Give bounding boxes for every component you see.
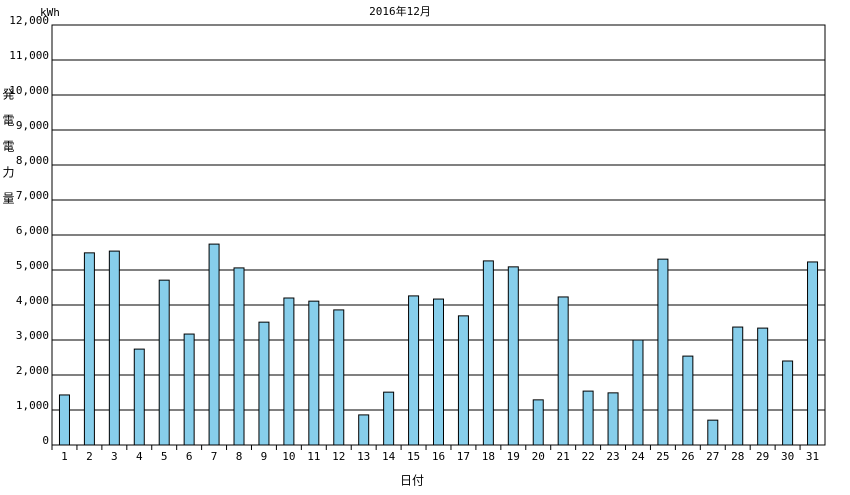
x-tick-label: 17 (457, 450, 470, 463)
bar (632, 339, 644, 446)
x-tick-label: 20 (532, 450, 545, 463)
x-tick-label: 21 (557, 450, 570, 463)
bar (433, 298, 444, 446)
bar (607, 392, 619, 446)
bar (83, 252, 95, 446)
x-tick-label: 6 (186, 450, 193, 463)
x-tick-label: 9 (261, 450, 268, 463)
x-tick-label: 30 (781, 450, 794, 463)
y-axis-label: 発電電力量 (1, 88, 15, 218)
x-tick-label: 29 (756, 450, 769, 463)
y-tick-label: 3,000 (16, 329, 49, 342)
unit-label: kWh (40, 6, 60, 19)
x-axis-label: 日付 (400, 474, 424, 488)
y-tick-label: 12,000 (9, 14, 49, 27)
x-tick-label: 8 (236, 450, 243, 463)
x-tick-label: 10 (282, 450, 295, 463)
bar (532, 399, 544, 446)
y-tick-label: 0 (42, 434, 49, 447)
x-tick-label: 18 (482, 450, 495, 463)
bar (507, 266, 519, 446)
bar (732, 326, 744, 446)
bar (308, 300, 320, 446)
x-tick-label: 16 (432, 450, 445, 463)
y-tick-label: 7,000 (16, 189, 49, 202)
y-tick-label: 10,000 (9, 84, 49, 97)
bar (657, 258, 669, 446)
x-tick-label: 7 (211, 450, 218, 463)
y-tick-label: 4,000 (16, 294, 49, 307)
bar (158, 279, 170, 446)
bar (757, 327, 769, 446)
y-tick-label: 6,000 (16, 224, 49, 237)
x-tick-label: 28 (731, 450, 744, 463)
x-tick-label: 4 (136, 450, 143, 463)
x-tick-label: 3 (111, 450, 118, 463)
x-tick-label: 27 (706, 450, 719, 463)
bar (183, 333, 195, 446)
x-tick-label: 14 (382, 450, 396, 463)
bar (283, 297, 295, 446)
y-tick-label: 5,000 (16, 259, 49, 272)
x-tick-label: 24 (631, 450, 645, 463)
x-tick-label: 19 (507, 450, 520, 463)
x-tick-label: 1 (61, 450, 68, 463)
bar (233, 267, 245, 446)
bar (557, 296, 569, 446)
bar (133, 348, 145, 446)
bar (258, 321, 270, 446)
y-tick-label: 11,000 (9, 49, 49, 62)
x-tick-label: 2 (86, 450, 93, 463)
bar (58, 394, 70, 446)
x-tick-label: 31 (806, 450, 819, 463)
bar (782, 360, 794, 446)
x-tick-label: 26 (681, 450, 694, 463)
x-tick-label: 23 (606, 450, 619, 463)
bar (457, 315, 469, 446)
chart-title: 2016年12月 (369, 4, 431, 18)
bar (408, 295, 420, 446)
x-tick-label: 13 (357, 450, 370, 463)
bar (807, 261, 819, 446)
y-tick-label: 8,000 (16, 154, 49, 167)
bar (582, 390, 594, 446)
x-tick-label: 5 (161, 450, 168, 463)
bar (333, 309, 345, 446)
bar (383, 391, 395, 446)
y-tick-label: 9,000 (16, 119, 49, 132)
y-tick-label: 1,000 (16, 399, 49, 412)
x-tick-label: 22 (581, 450, 594, 463)
x-tick-label: 11 (307, 450, 320, 463)
x-tick-label: 12 (332, 450, 345, 463)
bar (482, 260, 494, 446)
bar (682, 355, 694, 446)
y-tick-label: 2,000 (16, 364, 49, 377)
x-tick-label: 25 (656, 450, 669, 463)
bar (707, 419, 719, 446)
x-tick-label: 15 (407, 450, 420, 463)
bar (358, 414, 370, 446)
bar (108, 250, 120, 446)
bar (208, 243, 220, 446)
